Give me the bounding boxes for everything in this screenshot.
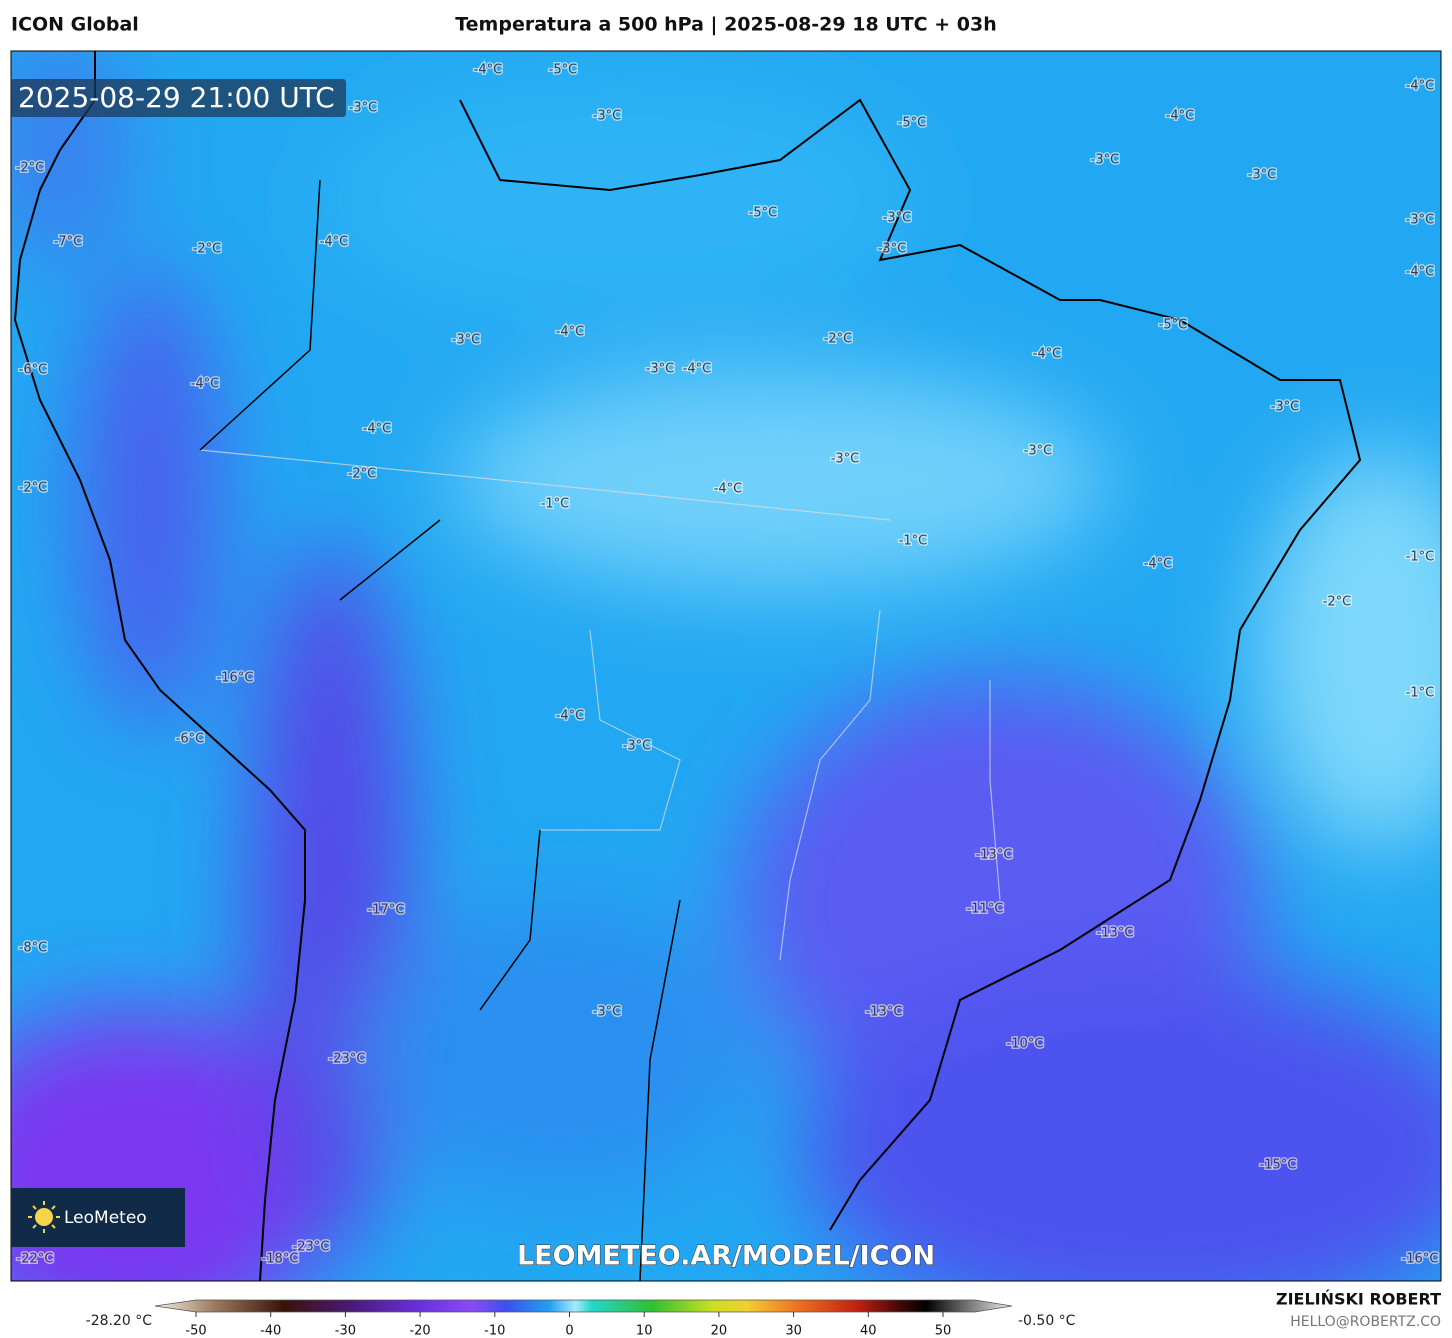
temp-label: -16°C: [1402, 1252, 1439, 1267]
colorbar-tick-label: -20: [409, 1324, 430, 1338]
temp-label: -5°C: [749, 206, 778, 221]
temp-label: -4°C: [1406, 265, 1435, 280]
temp-label: -2°C: [16, 161, 45, 176]
colorbar-ticks: -50 -40 -30 -20 -10 0 10 20 30 40 50: [185, 1312, 951, 1338]
temp-label: -11°C: [967, 902, 1004, 917]
temp-label: -4°C: [1144, 557, 1173, 572]
temp-label: -3°C: [593, 109, 622, 124]
temp-label: -18°C: [262, 1252, 299, 1267]
temp-label: -3°C: [1024, 444, 1053, 459]
temp-label: -4°C: [474, 63, 503, 78]
temp-label: -3°C: [1271, 400, 1300, 415]
temp-label: -3°C: [349, 101, 378, 116]
colorbar-tick-label: -40: [260, 1324, 281, 1338]
contact: HELLO@ROBERTZ.CO: [1290, 1314, 1441, 1330]
temp-label: -1°C: [541, 497, 570, 512]
temp-label: -4°C: [714, 482, 743, 497]
temp-label: -3°C: [883, 211, 912, 226]
temp-label: -3°C: [1091, 153, 1120, 168]
temp-label: -13°C: [976, 848, 1013, 863]
colorbar-tick-label: 0: [565, 1324, 573, 1338]
temp-label: -4°C: [320, 235, 349, 250]
colorbar-tick-label: 40: [860, 1324, 877, 1338]
logo-sun: [35, 1208, 53, 1226]
temp-label: -23°C: [293, 1240, 330, 1255]
temp-label: -13°C: [1097, 926, 1134, 941]
temp-label: -23°C: [329, 1052, 366, 1067]
colorbar-tick-label: -10: [484, 1324, 505, 1338]
temp-label: -4°C: [556, 709, 585, 724]
temp-label: -2°C: [193, 242, 222, 257]
temp-label: -4°C: [683, 362, 712, 377]
temp-label: -3°C: [1248, 168, 1277, 183]
temp-label: -1°C: [899, 534, 928, 549]
temp-label: -10°C: [1007, 1037, 1044, 1052]
logo-rays: [28, 1201, 60, 1233]
temp-label: -3°C: [452, 333, 481, 348]
temp-label: -4°C: [1406, 79, 1435, 94]
colorbar-tick-label: 10: [636, 1324, 653, 1338]
temp-label: -5°C: [898, 116, 927, 131]
colorbar-tick-label: -30: [335, 1324, 356, 1338]
colorbar-tick-label: -50: [185, 1324, 206, 1338]
temp-label: -5°C: [1159, 318, 1188, 333]
temp-label: -2°C: [19, 481, 48, 496]
temp-label: -1°C: [1406, 550, 1435, 565]
temperature-labels: -4°C -5°C -3°C -5°C -4°C -3°C -3°C -4°C -3°C -4°C…: [14, 61, 1440, 1268]
temp-label: -8°C: [19, 941, 48, 956]
temp-label: -17°C: [368, 903, 405, 918]
temp-label: -3°C: [646, 362, 675, 377]
temp-label: -3°C: [1406, 213, 1435, 228]
temp-label: -6°C: [19, 363, 48, 378]
temp-label: -4°C: [556, 325, 585, 340]
watermark: LEOMETEO.AR/MODEL/ICON: [517, 1241, 935, 1272]
temp-label: -2°C: [1323, 595, 1352, 610]
map-title: Temperatura a 500 hPa | 2025-08-29 18 UT…: [455, 14, 997, 36]
temp-label: -6°C: [176, 732, 205, 747]
colorbar: [154, 1299, 1013, 1313]
colorbar-min: -28.20 °C: [86, 1313, 153, 1329]
temp-label: -22°C: [17, 1252, 54, 1267]
temp-label: -4°C: [1033, 347, 1062, 362]
temp-label: -4°C: [1166, 109, 1195, 124]
colorbar-tick-label: 20: [711, 1324, 728, 1338]
timestamp-box: [11, 79, 346, 117]
temp-label: -2°C: [824, 332, 853, 347]
author: ZIELIŃSKI ROBERT: [1276, 1290, 1441, 1309]
temp-label: -3°C: [878, 242, 907, 257]
temp-label: -7°C: [54, 235, 83, 250]
timestamp: 2025-08-29 21:00 UTC: [18, 81, 335, 114]
temp-label: -4°C: [363, 422, 392, 437]
temp-label: -3°C: [623, 739, 652, 754]
temp-label: -2°C: [348, 467, 377, 482]
temp-label: -4°C: [191, 377, 220, 392]
temp-label: -13°C: [866, 1005, 903, 1020]
colorbar-tick-label: 30: [785, 1324, 802, 1338]
logo-text: LeoMeteo: [64, 1208, 147, 1228]
temp-label: -15°C: [1260, 1158, 1297, 1173]
colorbar-max: -0.50 °C: [1018, 1313, 1076, 1329]
colorbar-tick-label: 50: [935, 1324, 952, 1338]
temp-label: -16°C: [217, 671, 254, 686]
model-name: ICON Global: [11, 14, 139, 36]
temp-label: -1°C: [1406, 686, 1435, 701]
temp-label: -3°C: [593, 1005, 622, 1020]
temp-label: -5°C: [549, 63, 578, 78]
temp-label: -3°C: [831, 452, 860, 467]
